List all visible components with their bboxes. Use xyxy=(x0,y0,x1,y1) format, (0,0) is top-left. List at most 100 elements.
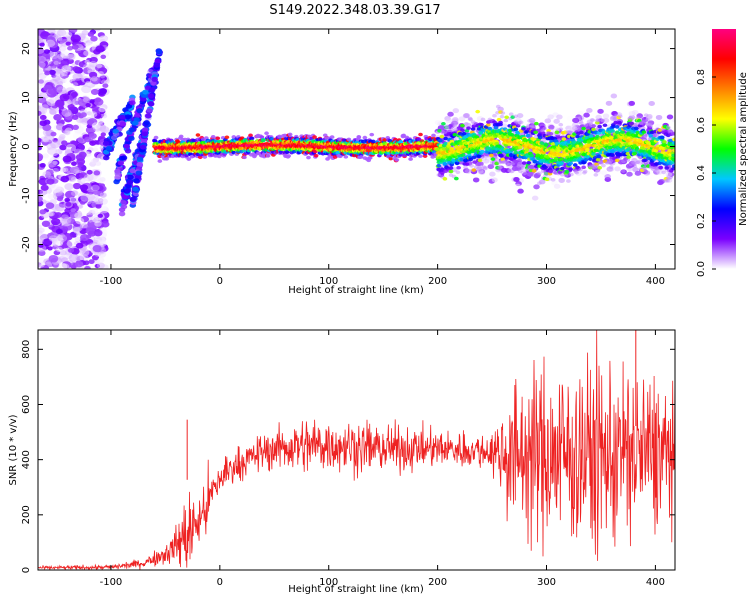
spectrogram-cell xyxy=(38,137,42,143)
spectrogram-cell xyxy=(74,260,84,268)
spectrogram-cell xyxy=(152,139,158,143)
spectrogram-cell xyxy=(448,169,454,174)
spectrogram-cell xyxy=(548,124,555,130)
spectrogram-cell xyxy=(394,158,400,162)
spectrogram-cell xyxy=(47,246,53,251)
spectrogram-cell xyxy=(553,183,561,189)
spectrogram-cell xyxy=(84,266,91,269)
spectrogram-cell xyxy=(72,124,79,130)
spectrogram-cell xyxy=(78,151,87,158)
spectrogram-cell xyxy=(489,171,496,177)
spectrogram-cell xyxy=(102,83,109,89)
spectrogram-cell xyxy=(62,155,72,163)
spectrogram-cell xyxy=(261,138,266,143)
spectrogram-cell xyxy=(80,194,90,202)
spectrogram-cell xyxy=(522,171,528,175)
spectrogram-cell xyxy=(329,135,335,139)
spectrogram-cell xyxy=(655,114,663,120)
spectrogram-cell xyxy=(77,204,84,209)
spectrogram-cell xyxy=(39,114,47,121)
spectrogram-cell xyxy=(472,177,480,183)
spectrogram-cell xyxy=(38,153,44,161)
spectrogram-cell xyxy=(102,140,110,146)
spectrogram-cell xyxy=(132,186,139,192)
spectrogram-cell xyxy=(100,132,107,137)
spectrogram-cell xyxy=(448,166,454,170)
spectrogram-cell xyxy=(69,29,78,33)
spectrogram-cell xyxy=(498,154,504,158)
spectrogram-cell xyxy=(128,135,135,141)
spectrogram-cell xyxy=(43,49,51,54)
spectrogram-cell xyxy=(513,177,520,183)
spectrogram-cell xyxy=(455,170,461,175)
spectrogram-cell xyxy=(215,136,221,141)
spectrogram-cell xyxy=(491,177,499,183)
spectrogram-cell xyxy=(90,159,97,165)
spectrogram-cell xyxy=(466,126,471,130)
spectrogram-cell xyxy=(533,130,538,135)
spectrogram-cell xyxy=(67,45,74,51)
spectrogram-cell xyxy=(343,155,349,159)
spectrogram-cell xyxy=(51,185,62,193)
spectrogram-cell xyxy=(553,118,560,124)
spectrogram-cell xyxy=(442,161,448,166)
spectrogram-cell xyxy=(87,31,95,37)
spectrogram-cell xyxy=(418,154,423,158)
spectrogram-cell xyxy=(628,100,636,106)
spectrogram-cell xyxy=(112,128,119,134)
spectrogram-cell xyxy=(128,127,136,133)
spectrogram-cell xyxy=(577,115,585,121)
spectrogram-cell xyxy=(84,59,90,65)
spectrogram-cell xyxy=(445,118,453,124)
spectrogram-cell xyxy=(463,165,468,170)
spectrogram-cell xyxy=(500,111,506,115)
spectrogram-cell xyxy=(605,100,613,106)
spectrogram-cell xyxy=(53,113,62,121)
spectrogram-cell xyxy=(139,144,147,150)
spectrogram-cell xyxy=(68,253,79,262)
spectrogram-cell xyxy=(65,41,71,46)
spectrogram-cell xyxy=(454,176,459,181)
spectrogram-cell xyxy=(147,93,155,99)
spectrogram-cell xyxy=(42,171,52,178)
spectrogram-cell xyxy=(97,251,107,258)
spectrogram-cell xyxy=(75,217,85,225)
spectrogram-cell xyxy=(527,171,534,177)
spectrogram-cell xyxy=(94,97,102,103)
spectrogram-cell xyxy=(529,165,535,170)
spectrogram-cell xyxy=(146,107,153,113)
spectrogram-cell xyxy=(80,234,90,242)
spectrogram-cell xyxy=(362,135,368,140)
spectrogram-cell xyxy=(463,112,470,118)
spectrogram-cell xyxy=(71,161,77,166)
spectrogram-cell xyxy=(439,134,445,139)
spectrogram-cell xyxy=(84,81,92,87)
spectrogram-cell xyxy=(513,114,519,119)
spectrogram-cell xyxy=(614,166,621,172)
spectrogram-cell xyxy=(56,86,67,94)
spectrogram-cell xyxy=(67,103,75,110)
spectrogram-cell xyxy=(89,140,97,146)
spectrogram-cell xyxy=(531,195,539,201)
spectrogram-cell xyxy=(38,78,47,87)
spectrogram-cell xyxy=(135,170,143,176)
spectrogram-cell xyxy=(118,211,126,217)
spectrogram-cell xyxy=(57,53,66,60)
spectrogram-cell xyxy=(513,159,519,164)
spectrogram-cell xyxy=(473,165,479,170)
spectrogram-cell xyxy=(93,229,103,237)
spectrogram-cell xyxy=(132,120,139,126)
spectrogram-cell xyxy=(518,169,523,174)
spectrogram-cell xyxy=(39,163,46,168)
spectrogram-cell xyxy=(477,158,483,163)
spectrogram-cell xyxy=(79,184,89,191)
spectrogram-cell xyxy=(59,144,67,151)
spectrogram-cell xyxy=(55,99,65,107)
spectrogram-cell xyxy=(39,209,47,215)
spectrogram-cell xyxy=(129,168,136,174)
spectrogram-cell xyxy=(97,71,105,77)
spectrogram-cell xyxy=(67,54,75,61)
spectrogram-cell xyxy=(76,158,86,165)
spectrogram-cell xyxy=(39,42,45,47)
spectrogram-cell xyxy=(91,208,99,214)
